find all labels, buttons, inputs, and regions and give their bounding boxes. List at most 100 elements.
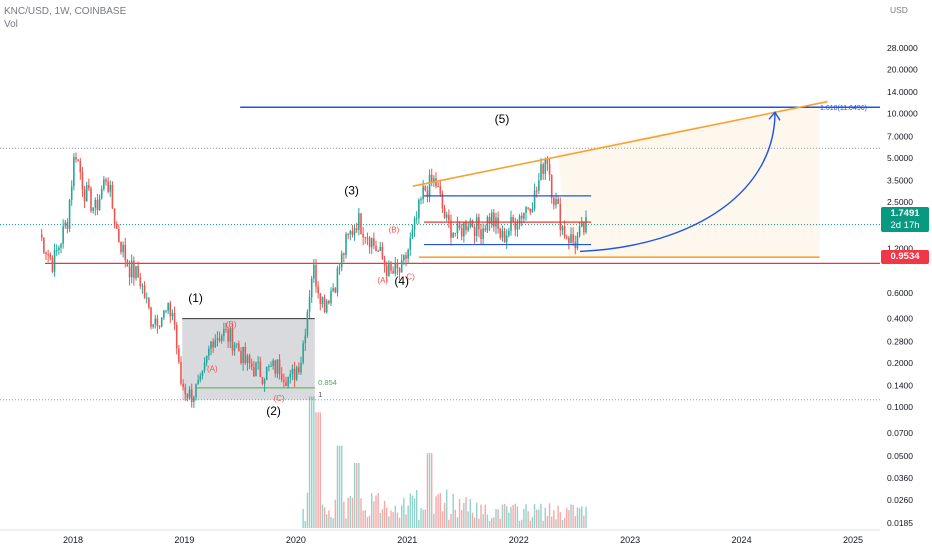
candle-body — [428, 174, 431, 197]
candle-body — [178, 348, 180, 362]
candle-body — [529, 208, 532, 213]
vol-tick-label: 0.0700 — [887, 428, 913, 438]
candle-body — [49, 254, 52, 258]
candle-body — [126, 260, 129, 267]
wave-label: (A) — [207, 364, 218, 373]
vol-tick-label: 0.0260 — [887, 495, 913, 505]
candle-body — [246, 355, 249, 363]
candle-body — [90, 188, 92, 211]
candle-body — [255, 362, 257, 377]
candle-body — [381, 246, 384, 260]
candle-body — [319, 293, 322, 305]
candle-body — [385, 265, 388, 276]
candle-body — [313, 264, 315, 279]
candle-body — [578, 226, 581, 236]
candle-body — [400, 260, 403, 273]
candle-body — [368, 237, 371, 248]
candle-body — [433, 178, 435, 183]
candle-body — [289, 373, 292, 378]
countdown-value: 2d 17h — [890, 220, 920, 231]
candle-body — [364, 237, 367, 239]
candle-body — [358, 213, 360, 230]
candle-body — [304, 335, 307, 344]
y-tick-label: 5.0000 — [887, 153, 913, 163]
wave-label: (3) — [344, 184, 359, 198]
candle-body — [377, 250, 379, 252]
candle-body — [441, 193, 444, 209]
candle-body — [555, 199, 557, 205]
candle-body — [105, 179, 107, 182]
candle-body — [338, 267, 341, 269]
candle-body — [278, 359, 281, 375]
y-tick-label: 0.4000 — [887, 314, 913, 324]
candle-body — [362, 233, 364, 238]
candle-body — [122, 244, 124, 253]
y-tick-label: 0.1000 — [887, 402, 913, 412]
y-tick-label: 0.1400 — [887, 381, 913, 391]
candle-body — [257, 361, 259, 363]
fib-label-1: 1 — [318, 390, 322, 399]
vol-tick-label: 0.0500 — [887, 451, 913, 461]
candle-body — [250, 363, 253, 368]
candle-body — [463, 221, 465, 237]
current-price-badge: 1.7491 2d 17h — [881, 207, 929, 232]
candle-body — [115, 224, 118, 229]
candle-body — [242, 346, 244, 363]
candle-body — [55, 250, 58, 252]
candle-body — [190, 389, 193, 403]
y-tick-label: 28.0000 — [887, 43, 918, 53]
candle-body — [259, 361, 262, 378]
candle-body — [120, 242, 122, 253]
candle-body — [231, 327, 234, 351]
candle-body — [248, 355, 251, 364]
x-tick-label: 2024 — [732, 535, 752, 545]
candle-body — [173, 312, 176, 325]
candle-body — [295, 367, 298, 380]
candle-body — [323, 297, 326, 313]
candle-body — [497, 217, 499, 229]
candle-body — [64, 222, 67, 227]
candle-body — [208, 348, 210, 356]
wave-label: (C) — [274, 394, 285, 403]
candle-body — [137, 266, 139, 278]
candle-body — [518, 215, 521, 226]
candle-body — [62, 226, 64, 244]
candle-body — [43, 237, 45, 253]
candle-body — [188, 389, 191, 398]
candle-body — [469, 220, 472, 227]
candle-body — [60, 243, 62, 248]
candle-body — [244, 346, 247, 363]
candle-body — [315, 264, 317, 287]
x-tick-label: 2021 — [397, 535, 417, 545]
candle-body — [488, 216, 491, 224]
candle-body — [520, 215, 523, 219]
candle-body — [180, 361, 182, 384]
candle-body — [456, 223, 459, 233]
wave-label: (4) — [394, 274, 409, 288]
candle-body — [430, 174, 433, 183]
candle-body — [214, 339, 217, 348]
x-tick-label: 2025 — [843, 535, 863, 545]
candle-body — [583, 222, 585, 233]
candle-body — [85, 185, 88, 202]
candle-body — [308, 297, 311, 312]
candle-body — [263, 379, 266, 384]
candle-body — [448, 214, 450, 221]
y-tick-label: 0.6000 — [887, 288, 913, 298]
candle-body — [51, 257, 54, 272]
candle-body — [394, 263, 397, 274]
candle-body — [383, 259, 386, 266]
candle-body — [460, 228, 463, 237]
candle-body — [145, 297, 148, 299]
candle-body — [548, 163, 551, 175]
candle-body — [205, 355, 208, 363]
candle-body — [113, 208, 116, 225]
candle-body — [130, 260, 133, 278]
candle-body — [285, 381, 287, 387]
candle-body — [390, 262, 392, 271]
candle-body — [445, 214, 448, 218]
candle-body — [559, 204, 562, 231]
candle-body — [238, 343, 240, 351]
x-tick-label: 2019 — [174, 535, 194, 545]
